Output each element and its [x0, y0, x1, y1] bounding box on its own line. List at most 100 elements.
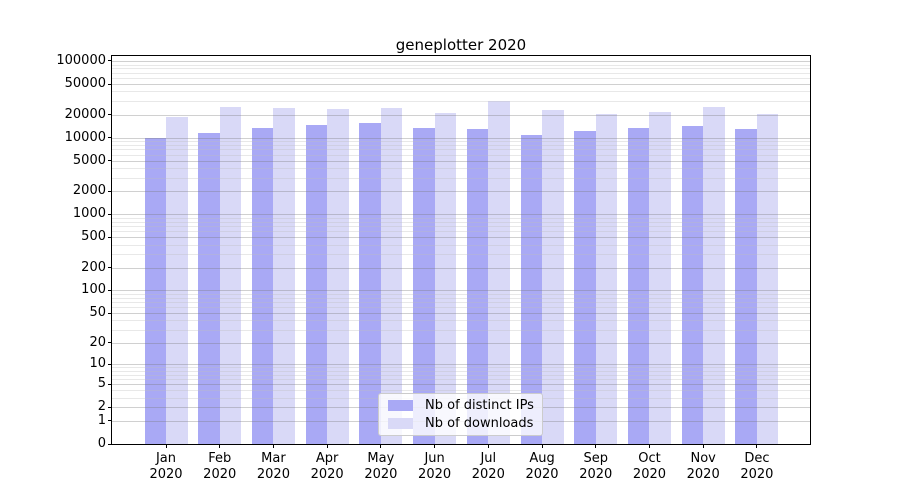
minor-gridline: [112, 77, 810, 79]
minor-gridline: [112, 149, 810, 151]
x-tick-year: 2020: [525, 467, 559, 482]
legend-swatch: [388, 400, 413, 412]
minor-gridline: [112, 297, 810, 299]
y-tick-label: 50: [89, 305, 106, 321]
x-tick-mark: [487, 444, 489, 448]
major-gridline: [112, 237, 810, 239]
y-tick-mark: [108, 342, 112, 344]
legend: Nb of distinct IPs Nb of downloads: [378, 393, 543, 436]
x-tick-year: 2020: [310, 467, 344, 482]
minor-gridline: [112, 374, 810, 376]
bar-downloads: [488, 101, 510, 444]
legend-item: Nb of downloads: [387, 415, 534, 433]
minor-gridline: [112, 367, 810, 369]
bar-distinct-ips: [520, 135, 543, 444]
bar-distinct-ips: [574, 130, 596, 444]
x-tick-label: May 2020: [349, 451, 413, 483]
x-tick-year: 2020: [149, 467, 183, 482]
minor-gridline: [112, 320, 810, 322]
x-tick-mark: [219, 444, 221, 448]
x-tick-year: 2020: [471, 467, 505, 482]
legend-item: Nb of distinct IPs: [387, 397, 534, 415]
minor-gridline: [112, 302, 810, 304]
x-tick-mark: [595, 444, 597, 448]
major-gridline: [112, 290, 810, 292]
bar-distinct-ips: [735, 129, 757, 444]
x-tick-label: Aug 2020: [510, 451, 574, 483]
bar-downloads: [703, 107, 725, 444]
y-tick-mark: [108, 406, 112, 408]
x-tick-year: 2020: [632, 467, 667, 482]
x-tick-mark: [165, 444, 167, 448]
x-tick-month: Aug: [529, 451, 555, 466]
x-tick-label: Apr 2020: [295, 451, 359, 483]
y-tick-label: 20000: [64, 106, 106, 122]
x-tick-month: Sep: [583, 451, 608, 466]
x-tick-label: Nov 2020: [671, 451, 735, 483]
major-gridline: [112, 60, 810, 62]
y-tick-mark: [108, 267, 112, 269]
x-tick-month: Jan: [155, 451, 177, 466]
minor-gridline: [112, 177, 810, 179]
x-tick-label: Mar 2020: [241, 451, 305, 483]
major-gridline: [112, 191, 810, 193]
bar-downloads: [380, 108, 403, 444]
bar-distinct-ips: [251, 128, 274, 444]
major-gridline: [112, 342, 810, 344]
x-tick-label: Sep 2020: [564, 451, 628, 483]
minor-gridline: [112, 221, 810, 223]
minor-gridline: [112, 370, 810, 372]
legend-label: Nb of distinct IPs: [425, 398, 534, 414]
x-tick-mark: [702, 444, 704, 448]
minor-gridline: [112, 379, 810, 381]
minor-gridline: [112, 91, 810, 93]
x-tick-month: May: [367, 451, 395, 466]
major-gridline: [112, 364, 810, 366]
y-tick-mark: [108, 420, 112, 422]
x-tick-mark: [380, 444, 382, 448]
x-tick-mark: [272, 444, 274, 448]
legend-label: Nb of downloads: [425, 415, 534, 431]
x-tick-label: Feb 2020: [188, 451, 252, 483]
minor-gridline: [112, 390, 810, 392]
x-tick-mark: [648, 444, 650, 448]
y-tick-mark: [108, 312, 112, 314]
chart-title: geneplotter 2020: [395, 36, 527, 54]
minor-gridline: [112, 68, 810, 70]
major-gridline: [112, 114, 810, 116]
bar-distinct-ips: [144, 137, 166, 444]
y-tick-label: 200: [81, 259, 106, 275]
x-tick-month: Feb: [208, 451, 232, 466]
major-gridline: [112, 214, 810, 216]
x-tick-year: 2020: [203, 467, 237, 482]
legend-swatch: [388, 417, 413, 429]
bar-downloads: [595, 114, 618, 444]
bar-distinct-ips: [681, 125, 704, 444]
minor-gridline: [112, 231, 810, 233]
minor-gridline: [112, 154, 810, 156]
minor-gridline: [112, 226, 810, 228]
y-tick-mark: [108, 137, 112, 139]
y-tick-label: 500: [81, 229, 106, 245]
x-tick-month: Apr: [315, 451, 339, 466]
bar-distinct-ips: [359, 123, 381, 444]
y-tick-label: 100000: [56, 52, 106, 68]
minor-gridline: [112, 141, 810, 143]
y-tick-label: 10: [89, 356, 106, 372]
x-tick-mark: [756, 444, 758, 448]
y-tick-mark: [108, 83, 112, 85]
y-tick-label: 100: [81, 282, 106, 298]
minor-gridline: [112, 101, 810, 103]
bar-distinct-ips: [413, 128, 435, 444]
minor-gridline: [112, 72, 810, 74]
x-tick-year: 2020: [364, 467, 398, 482]
bar-downloads: [327, 109, 349, 444]
bar-downloads: [756, 114, 779, 444]
x-tick-year: 2020: [256, 467, 290, 482]
major-gridline: [112, 160, 810, 162]
major-gridline: [112, 313, 810, 315]
x-tick-month: Jun: [424, 451, 445, 466]
x-tick-month: Oct: [638, 451, 661, 466]
minor-gridline: [112, 293, 810, 295]
